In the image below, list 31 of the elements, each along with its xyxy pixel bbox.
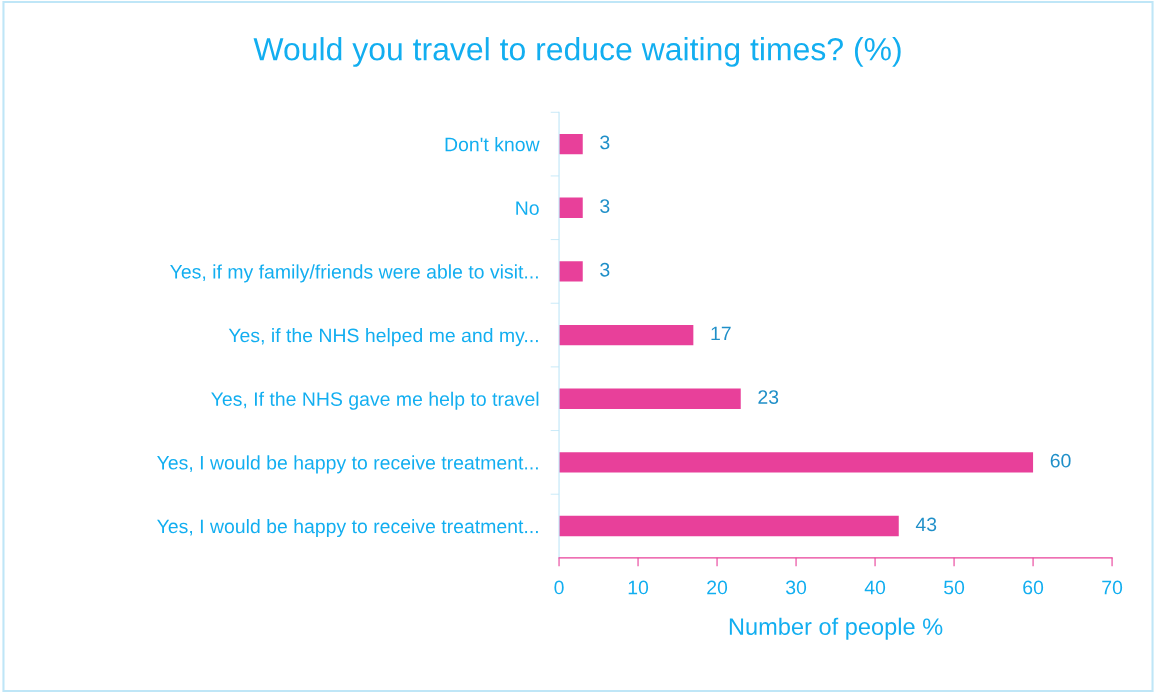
x-tick-label: 20: [707, 580, 728, 595]
chart-title: Would you travel to reduce waiting times? (%): [253, 37, 901, 67]
y-tick-label: Yes, if the NHS helped me and my...: [228, 328, 538, 347]
y-tick-label: No: [516, 201, 539, 215]
data-label: 43: [915, 517, 937, 532]
data-label: 3: [600, 199, 610, 213]
data-label: 3: [600, 262, 610, 277]
x-tick-label: 0: [554, 580, 564, 595]
bar: [559, 388, 741, 409]
x-tick-label: 30: [785, 580, 807, 595]
x-tick-label: 70: [1102, 580, 1123, 595]
bar: [559, 197, 583, 218]
data-label: 23: [758, 390, 779, 404]
y-tick-label: Yes, I would be happy to receive treatment...: [157, 518, 538, 538]
bar: [559, 261, 583, 282]
x-tick-label: 10: [628, 580, 649, 595]
y-tick-label: Yes, if my family/friends were able to visit...: [170, 264, 538, 283]
y-tick-label: Don't know: [445, 137, 540, 152]
bar: [559, 515, 899, 537]
bar: [559, 452, 1034, 473]
data-label: 3: [600, 135, 610, 150]
x-tick-label: 40: [864, 580, 886, 595]
y-tick-label: Yes, If the NHS gave me help to travel: [211, 391, 539, 410]
bar: [559, 324, 694, 346]
x-axis-title: Number of people %: [729, 617, 943, 640]
data-label: 17: [711, 326, 731, 341]
y-tick-label: Yes, I would be happy to receive treatment...: [157, 455, 538, 474]
data-label: 60: [1050, 453, 1071, 468]
bar: [559, 133, 583, 155]
x-tick-label: 60: [1023, 580, 1044, 595]
x-tick-label: 50: [944, 580, 965, 595]
